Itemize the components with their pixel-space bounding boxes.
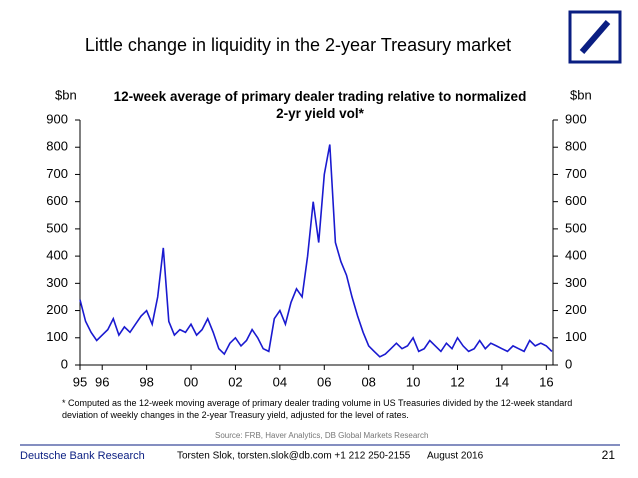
y-tick-label: 0 [61, 356, 68, 371]
y2-tick-label: 800 [565, 139, 587, 154]
x-tick-label: 00 [184, 374, 198, 389]
source: Source: FRB, Haver Analytics, DB Global … [215, 431, 428, 440]
y-tick-label: 300 [46, 275, 68, 290]
y-tick-label: 500 [46, 220, 68, 235]
x-tick-label: 16 [539, 374, 553, 389]
x-tick-label: 14 [495, 374, 509, 389]
y2-tick-label: 500 [565, 220, 587, 235]
y2-tick-label: 900 [565, 111, 587, 126]
y-tick-label: 400 [46, 248, 68, 263]
series-line [79, 144, 553, 358]
y-tick-label: 900 [46, 111, 68, 126]
y2-tick-label: 0 [565, 356, 572, 371]
y-tick-label: 700 [46, 166, 68, 181]
slide-title: Little change in liquidity in the 2-year… [85, 35, 511, 55]
y2-tick-label: 400 [565, 248, 587, 263]
y2-tick-label: 100 [565, 329, 587, 344]
x-tick-label: 08 [361, 374, 375, 389]
x-tick-label: 06 [317, 374, 331, 389]
y-tick-label: 800 [46, 139, 68, 154]
y-tick-label: 100 [46, 329, 68, 344]
x-tick-label: 12 [450, 374, 464, 389]
y2-tick-label: 200 [565, 302, 587, 317]
y2-tick-label: 700 [565, 166, 587, 181]
y2-tick-label: 600 [565, 193, 587, 208]
x-tick-label: 04 [273, 374, 287, 389]
logo-slash [579, 20, 611, 54]
y-tick-label: 600 [46, 193, 68, 208]
page-number: 21 [602, 448, 616, 462]
footer-left: Deutsche Bank Research [20, 450, 145, 462]
y-axis-label: $bn [55, 87, 77, 102]
x-tick-label: 96 [95, 374, 109, 389]
x-tick-label: 98 [139, 374, 153, 389]
x-tick-label: 95 [73, 374, 87, 389]
x-tick-label: 10 [406, 374, 420, 389]
footnote: * Computed as the 12-week moving average… [62, 398, 573, 420]
footer-author: Torsten Slok, torsten.slok@db.com +1 212… [177, 451, 411, 462]
y2-axis-label: $bn [570, 87, 592, 102]
y-tick-label: 200 [46, 302, 68, 317]
footer-date: August 2016 [427, 451, 484, 462]
y2-tick-label: 300 [565, 275, 587, 290]
x-tick-label: 02 [228, 374, 242, 389]
chart-title: 12-week average of primary dealer tradin… [113, 89, 527, 121]
